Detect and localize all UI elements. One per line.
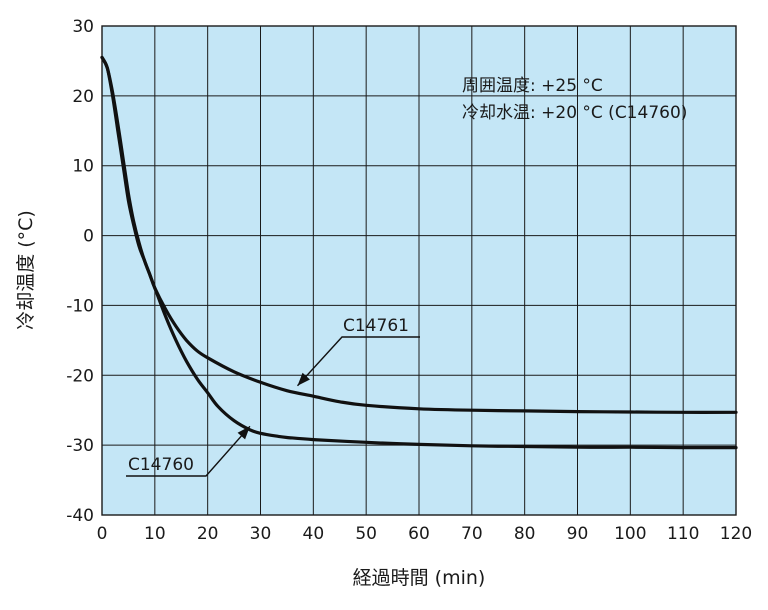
y-tick-label: -40 (66, 506, 94, 526)
x-tick-label: 60 (408, 524, 430, 544)
x-tick-label: 10 (144, 524, 166, 544)
x-tick-label: 30 (250, 524, 272, 544)
x-tick-label: 120 (720, 524, 752, 544)
x-tick-label: 70 (461, 524, 483, 544)
callout-leader-C14761 (296, 336, 420, 387)
series-layer (100, 55, 738, 450)
callout-arrowhead-C14761 (297, 372, 310, 386)
x-axis: 0 10 20 30 40 50 60 70 80 90 100 110 120 (97, 524, 753, 544)
x-tick-label: 50 (355, 524, 377, 544)
x-tick-label: 40 (303, 524, 325, 544)
x-tick-label: 100 (614, 524, 646, 544)
y-tick-label: 10 (72, 157, 94, 177)
y-tick-label: -20 (66, 366, 94, 386)
x-tick-label: 20 (197, 524, 219, 544)
x-tick-label: 0 (97, 524, 108, 544)
y-tick-label: -30 (66, 436, 94, 456)
cooling-water-note: 冷却水温: +20 °C (C14760) (462, 103, 687, 123)
ambient-temperature-note: 周囲温度: +25 °C (462, 76, 603, 96)
callout-label-C14761: C14761 (343, 316, 409, 336)
y-axis: -40 -30 -20 -10 0 10 20 30 (66, 17, 94, 526)
callout-arrowhead-C14760 (237, 426, 250, 440)
y-tick-label: 20 (72, 87, 94, 107)
annotations: C14761 C14760 (126, 316, 420, 477)
y-tick-label: 30 (72, 17, 94, 37)
plot-frame (101, 25, 737, 516)
y-tick-label: -10 (66, 296, 94, 316)
callout-leader-C14760 (126, 425, 251, 477)
x-tick-label: 90 (567, 524, 589, 544)
series-line-C14760 (100, 55, 738, 450)
x-tick-label: 80 (514, 524, 536, 544)
callout-label-C14760: C14760 (128, 455, 194, 475)
y-tick-label: 0 (83, 227, 94, 247)
y-axis-title: 冷却温度 (°C) (15, 210, 37, 330)
x-axis-title: 経過時間 (min) (353, 567, 486, 589)
x-tick-label: 110 (667, 524, 699, 544)
